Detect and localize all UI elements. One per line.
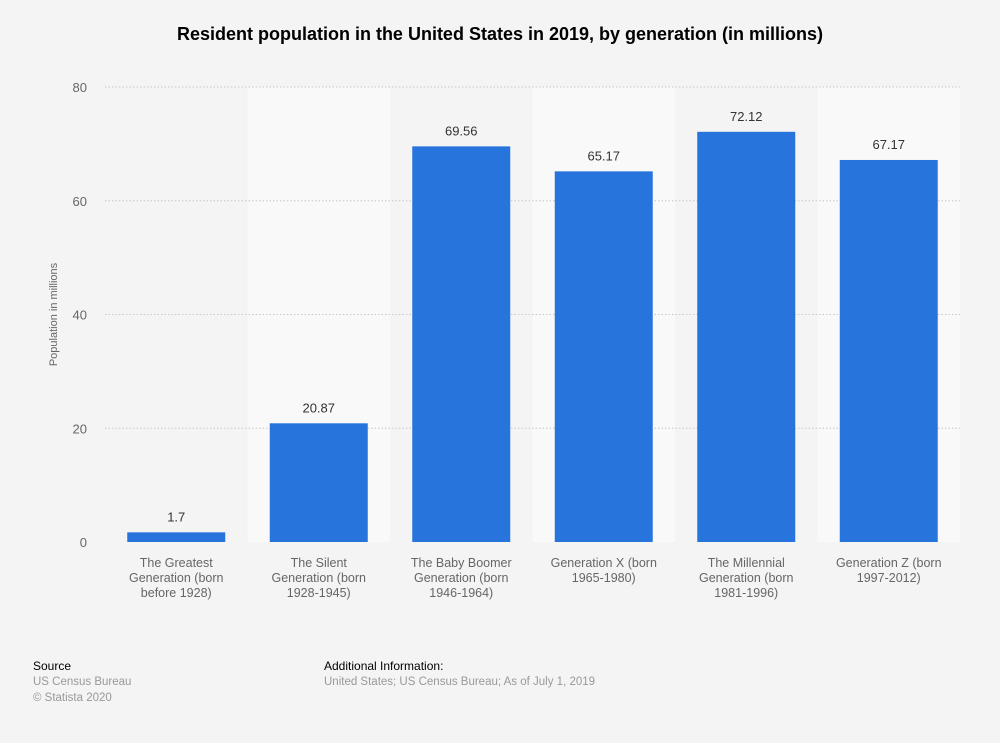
data-label: 67.17 — [872, 137, 905, 152]
y-tick-label: 80 — [73, 80, 87, 95]
bar — [412, 146, 511, 542]
additional-info-text: United States; US Census Bureau; As of J… — [324, 676, 596, 688]
data-label: 1.7 — [167, 509, 185, 524]
y-tick-label: 40 — [73, 308, 87, 323]
bar-chart: 0 20 40 60 80 Population in millions 1.7 The Gr… — [48, 80, 960, 600]
data-label: 65.17 — [587, 148, 620, 163]
y-axis-label: Population in millions — [48, 262, 60, 366]
bar — [554, 171, 653, 542]
bar — [839, 159, 938, 542]
data-label: 72.12 — [730, 109, 763, 124]
x-tick-label: The Greatest Generation (born before 1928) — [129, 556, 224, 600]
x-tick-label: The Millennial Generation (born 1981-1996) — [699, 556, 794, 600]
bar — [127, 532, 226, 542]
bar — [697, 131, 796, 542]
y-tick-label: 60 — [73, 194, 87, 209]
source-heading: Source — [33, 659, 72, 673]
source-block: Source US Census Bureau © Statista 2020 — [33, 658, 131, 706]
x-tick-label: Generation X (born 1965-1980) — [551, 556, 657, 585]
chart-title: Resident population in the United States… — [176, 24, 824, 44]
data-label: 69.56 — [445, 123, 478, 138]
source-text: US Census Bureau — [33, 676, 132, 688]
x-tick-label: The Silent Generation (born 1928-1945) — [271, 556, 366, 600]
y-tick-label: 0 — [80, 535, 87, 550]
x-tick-label: The Baby Boomer Generation (born 1946-1964… — [411, 556, 512, 600]
additional-info-block: Additional Information: United States; U… — [324, 658, 595, 690]
x-tick-label: Generation Z (born 1997-2012) — [836, 556, 942, 585]
y-tick-label: 20 — [73, 421, 87, 436]
data-label: 20.87 — [302, 400, 335, 415]
additional-info-heading: Additional Information: — [324, 659, 444, 673]
bar — [269, 423, 368, 542]
copyright-text: © Statista 2020 — [33, 692, 112, 704]
